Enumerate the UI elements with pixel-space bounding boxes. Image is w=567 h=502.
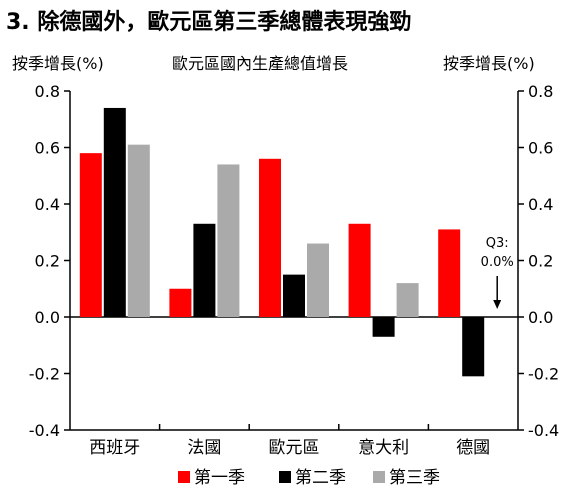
- x-tick-label: 德國: [456, 438, 490, 458]
- bar: [193, 223, 216, 317]
- annotation-arrow-head: [493, 300, 502, 309]
- y-tick-label-left: -0.4: [29, 421, 60, 440]
- bar: [103, 107, 126, 317]
- y-tick-label-left: 0.0: [35, 308, 60, 327]
- bar: [396, 283, 419, 317]
- legend-label: 第三季: [389, 468, 440, 488]
- y-tick-label-right: 0.8: [528, 82, 553, 101]
- legend-label: 第二季: [295, 468, 346, 488]
- chart-subtitle: 歐元區國內生產總值增長: [172, 54, 349, 73]
- y-axis-label-right: 按季增長(%): [443, 54, 535, 73]
- chart-title: 3. 除德國外，歐元區第三季總體表現強勁: [6, 10, 412, 35]
- y-axis-label-left: 按季增長(%): [12, 54, 104, 73]
- bar: [259, 158, 281, 317]
- bar: [307, 243, 329, 317]
- y-tick-label-right: 0.6: [528, 139, 553, 158]
- y-tick-label-right: 0.4: [528, 195, 553, 214]
- bar: [438, 229, 461, 317]
- y-tick-label-right: -0.2: [528, 365, 559, 384]
- y-tick-label-right: 0.0: [528, 308, 553, 327]
- y-tick-label-left: 0.4: [35, 195, 60, 214]
- annotation-label: 0.0%: [481, 255, 514, 270]
- bar: [372, 317, 395, 337]
- bar: [169, 288, 192, 317]
- annotation-label: Q3:: [486, 236, 509, 251]
- x-tick-label: 歐元區: [269, 438, 320, 458]
- x-tick-label: 西班牙: [89, 438, 140, 458]
- bar: [348, 223, 371, 317]
- bar: [79, 153, 102, 317]
- y-tick-label-left: -0.2: [29, 365, 60, 384]
- bar: [283, 274, 305, 317]
- legend-swatch: [279, 471, 291, 483]
- legend-swatch: [178, 471, 190, 483]
- y-tick-label-right: 0.2: [528, 252, 553, 271]
- x-tick-label: 意大利: [358, 438, 409, 458]
- bar: [217, 164, 240, 317]
- y-tick-label-left: 0.8: [35, 82, 60, 101]
- bar: [462, 317, 485, 377]
- x-tick-label: 法國: [187, 438, 221, 458]
- bar: [127, 144, 150, 317]
- legend-label: 第一季: [194, 468, 245, 488]
- y-tick-label-left: 0.6: [35, 139, 60, 158]
- legend-swatch: [373, 471, 385, 483]
- y-tick-label-right: -0.4: [528, 421, 559, 440]
- y-tick-label-left: 0.2: [35, 252, 60, 271]
